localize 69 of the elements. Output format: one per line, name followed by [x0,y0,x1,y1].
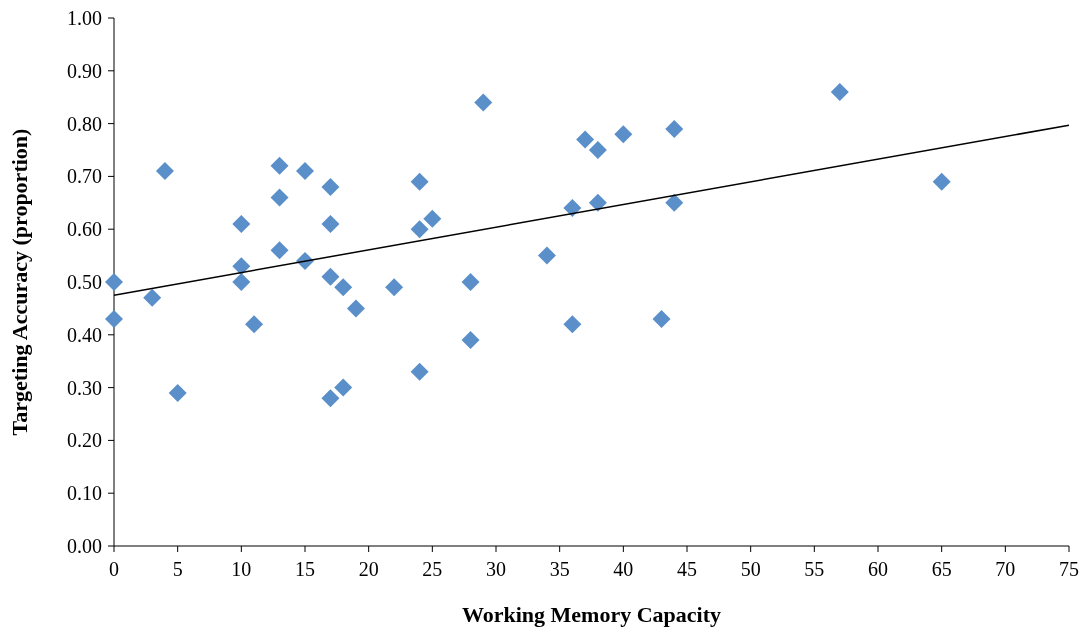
y-tick-label: 0.60 [67,218,102,241]
point [410,362,429,381]
point [563,199,582,218]
y-tick-label: 0.50 [67,271,102,293]
x-tick-label: 10 [231,558,252,580]
y-tick-label: 0.10 [67,482,102,505]
point [410,220,429,239]
x-tick-label: 75 [1059,558,1079,580]
y-tick-label: 0.00 [67,535,102,557]
point [385,278,404,297]
y-tick-label: 0.80 [67,112,102,135]
point [665,193,684,212]
point [410,172,429,191]
point [461,331,480,350]
y-tick-label: 0.90 [67,59,102,82]
y-tick-label: 0.70 [67,165,102,188]
point [105,309,123,328]
point [321,389,340,408]
point [588,141,607,159]
y-tick-label: 0.20 [67,429,102,452]
x-tick-label: 65 [931,558,952,580]
point [537,246,556,265]
point [474,93,493,112]
point [143,288,162,307]
point [232,273,251,291]
point [321,214,340,233]
point [423,209,442,228]
point [321,267,340,286]
x-tick-label: 50 [740,558,761,580]
y-tick-label: 0.40 [67,323,102,346]
x-tick-label: 25 [422,558,443,580]
x-tick-label: 35 [549,558,570,580]
x-tick-label: 55 [804,558,825,580]
point [334,278,353,297]
x-tick-label: 5 [172,558,183,580]
point [576,130,595,149]
point [245,315,264,334]
point [232,257,251,276]
point [270,188,289,207]
point [105,273,123,291]
point [563,315,582,334]
point [296,162,314,181]
x-tick-label: 20 [358,558,379,580]
point [346,299,365,318]
x-axis-title: Working Memory Capacity [461,602,722,627]
x-tick-label: 40 [613,558,634,580]
x-tick-label: 45 [677,558,697,580]
y-tick-label: 0.30 [67,376,102,399]
point [932,172,951,191]
point [168,383,187,402]
point [155,162,174,181]
point [830,82,849,101]
point [270,241,289,260]
x-tick-label: 60 [868,558,888,580]
x-tick-label: 70 [995,558,1016,580]
point [665,119,684,138]
point [232,214,251,233]
point [321,177,340,196]
point [588,193,607,212]
point [652,309,671,328]
point [334,378,353,397]
y-axis-title: Targeting Accuracy (proportion) [7,128,32,436]
y-tick-label: 1.00 [67,7,102,29]
point [614,125,633,144]
x-tick-label: 0 [109,558,119,580]
point [270,156,289,175]
x-tick-label: 30 [486,558,506,580]
x-tick-label: 15 [295,558,315,580]
point [461,273,480,291]
